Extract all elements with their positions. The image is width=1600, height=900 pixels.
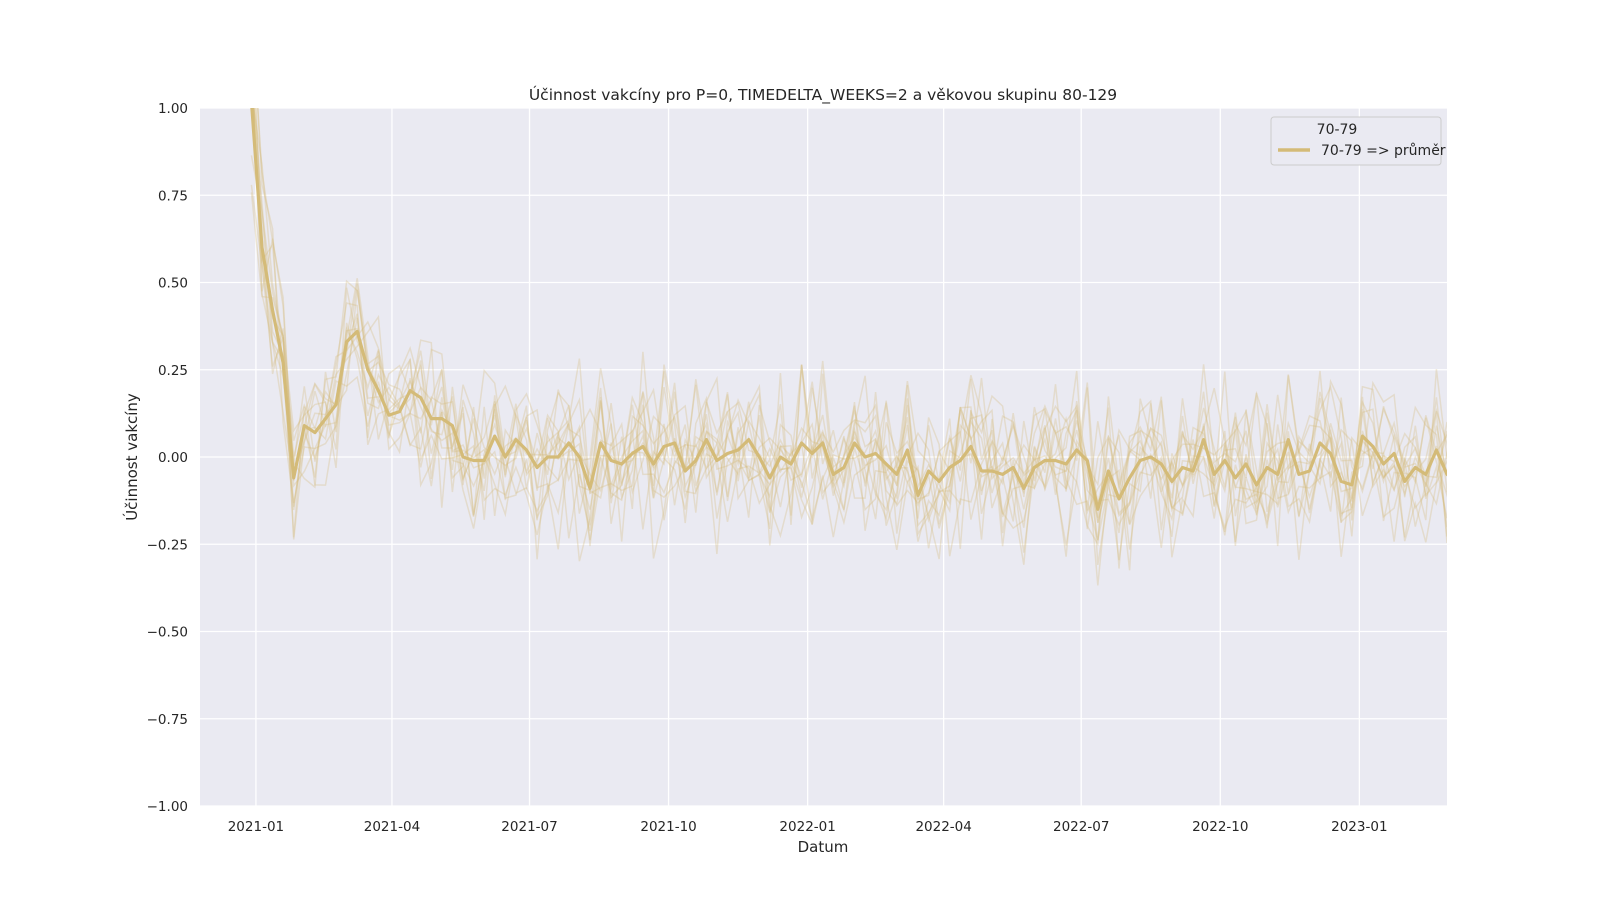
y-tick-label: 0.25 xyxy=(158,363,188,379)
sample-trace-line xyxy=(252,108,1447,566)
y-tick-label: −0.50 xyxy=(147,625,188,641)
sample-trace-line xyxy=(253,108,1447,565)
sample-trace-line xyxy=(257,108,1447,562)
y-tick-label: −1.00 xyxy=(147,799,188,815)
x-tick-label: 2021-01 xyxy=(228,819,284,835)
tick-labels: 1.00 0.75 0.50 0.25 0.00 −0.25 −0.50 −0.75 −1.00… xyxy=(147,101,1388,835)
sample-trace-line xyxy=(250,184,1447,560)
legend: 70-79 70-79 => průměr xyxy=(1270,116,1446,166)
y-tick-label: 0.50 xyxy=(158,276,188,292)
x-tick-label: 2022-04 xyxy=(915,819,971,835)
legend-title: 70-79 xyxy=(1317,122,1358,138)
x-tick-label: 2021-10 xyxy=(640,819,696,835)
y-axis-label: Účinnost vakcíny xyxy=(122,393,141,521)
y-tick-label: 1.00 xyxy=(158,101,188,117)
sample-trace-line xyxy=(253,108,1447,547)
sample-trace-line xyxy=(255,108,1447,549)
grid xyxy=(200,107,1447,807)
mean-series-line xyxy=(250,108,1447,511)
sample-trace-line xyxy=(252,108,1447,569)
legend-box xyxy=(1270,116,1442,166)
x-tick-label: 2023-01 xyxy=(1331,819,1387,835)
sample-trace-line xyxy=(250,192,1447,571)
sample-trace-line xyxy=(252,108,1447,557)
x-tick-label: 2021-04 xyxy=(364,819,420,835)
legend-entry-label: 70-79 => průměr xyxy=(1321,143,1446,159)
y-tick-label: 0.00 xyxy=(158,450,188,466)
y-tick-label: −0.25 xyxy=(147,537,188,553)
x-tick-label: 2022-01 xyxy=(779,819,835,835)
x-axis-label: Datum xyxy=(798,838,849,856)
sample-trace-line xyxy=(252,108,1447,559)
chart-title: Účinnost vakcíny pro P=0, TIMEDELTA_WEEK… xyxy=(529,85,1117,105)
sample-trace-line xyxy=(255,108,1447,547)
x-tick-label: 2022-07 xyxy=(1053,819,1109,835)
y-tick-label: −0.75 xyxy=(147,712,188,728)
x-tick-label: 2022-10 xyxy=(1192,819,1248,835)
sample-trace-line xyxy=(250,155,1447,560)
y-tick-label: 0.75 xyxy=(158,188,188,204)
sample-trace-line xyxy=(257,108,1447,586)
x-tick-label: 2021-07 xyxy=(501,819,557,835)
series-lines xyxy=(250,108,1447,586)
